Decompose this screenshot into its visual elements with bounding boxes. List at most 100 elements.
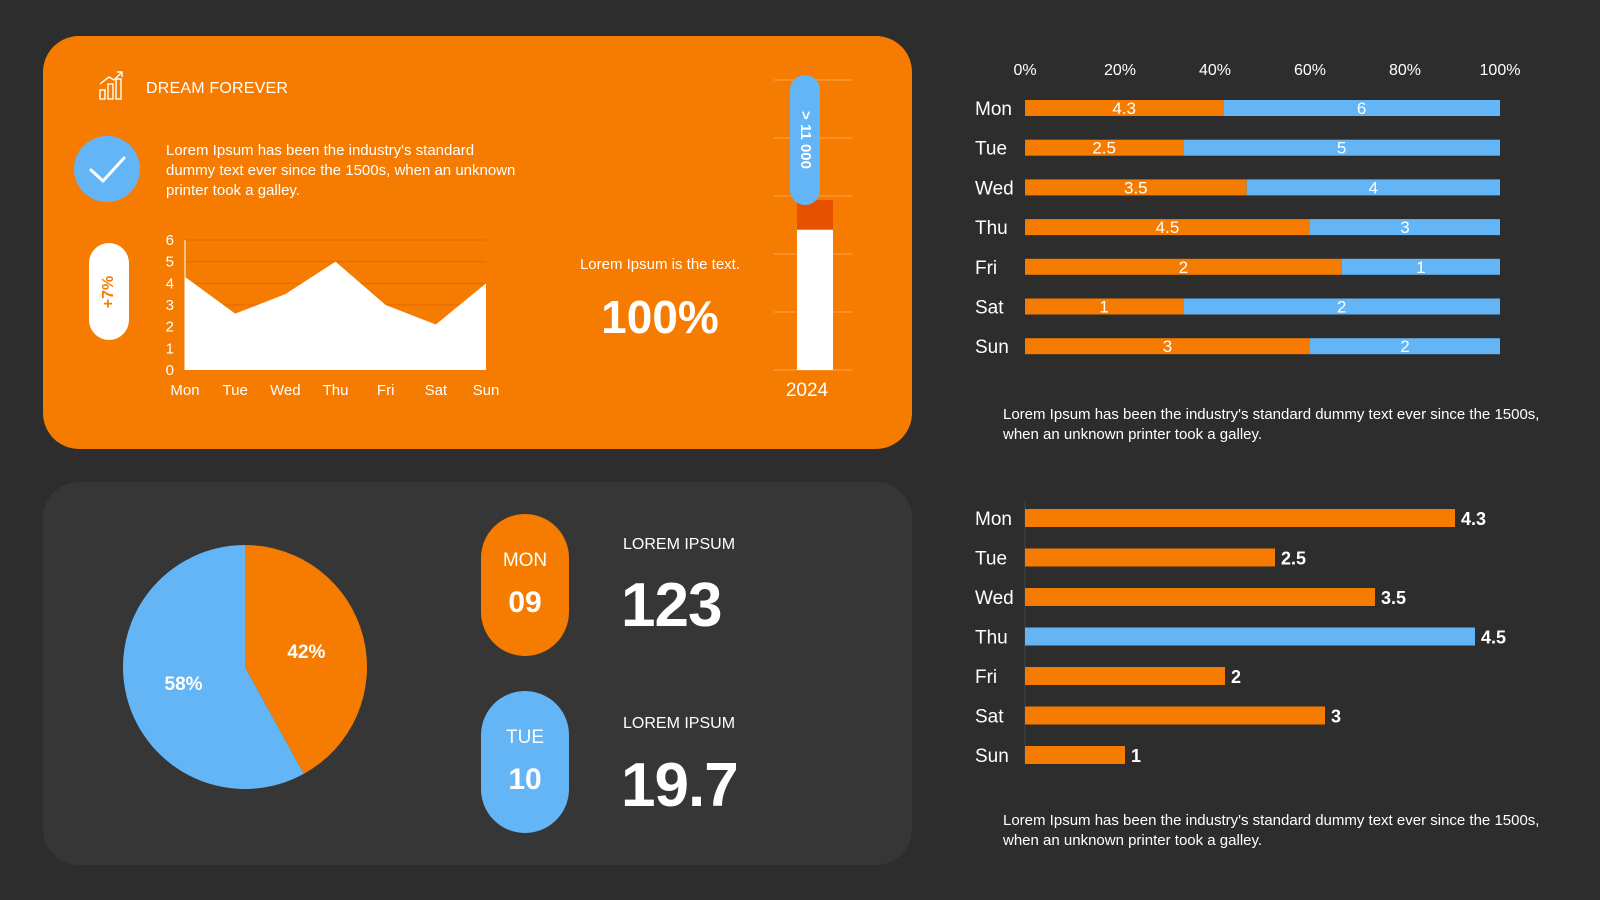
bar-chart-growth-icon <box>99 71 123 100</box>
pie-slice-label: 42% <box>287 642 325 663</box>
growth-badge-value: +7% <box>100 275 117 308</box>
pie-slice <box>245 545 367 774</box>
simple-bar <box>1025 588 1375 606</box>
stacked-bar-orange <box>1025 298 1184 315</box>
day-pill-tue: TUE 10 <box>481 691 569 833</box>
stacked-xtick-label: 100% <box>1480 62 1521 79</box>
paragraph-bottom: Lorem Ipsum has been the industry's stan… <box>1003 812 1540 849</box>
stacked-bar-blue <box>1223 100 1500 116</box>
area-xtick-label: Fri <box>377 382 395 399</box>
area-xtick-label: Mon <box>170 382 199 399</box>
growth-badge: +7% <box>89 243 129 340</box>
simple-bar-value: 4.3 <box>1461 509 1486 529</box>
stacked-bar-value: 2.5 <box>1092 139 1116 158</box>
stat-value: 19.7 <box>621 751 739 820</box>
stacked-bar-blue <box>1183 298 1500 315</box>
stacked-bar-value: 4.3 <box>1112 99 1136 118</box>
simple-bar-value: 2.5 <box>1281 549 1306 569</box>
stacked-xtick-label: 80% <box>1389 62 1421 79</box>
stacked-bar-blue <box>1341 258 1500 275</box>
pie-chart: 42% 58% <box>122 545 367 789</box>
stacked-bar-blue <box>1310 219 1500 236</box>
stacked-xtick-label: 40% <box>1199 62 1231 79</box>
simple-bar-value: 3 <box>1331 707 1341 727</box>
stacked-bar-orange <box>1025 258 1342 275</box>
stacked-bar-value: 2 <box>1400 337 1409 356</box>
horizontal-bar-chart: Mon 4.3 Tue 2.5 Wed 3.5 Thu 4.5 Fri 2 Sat 3 Sun 1 <box>975 500 1506 767</box>
orange-summary-panel <box>43 36 912 449</box>
stacked-bar-orange <box>1025 139 1184 156</box>
area-xtick-label: Sun <box>473 382 500 399</box>
simple-category-label: Mon <box>975 509 1012 530</box>
stacked-bar-blue <box>1183 139 1500 156</box>
stacked-bar-orange <box>1025 338 1310 355</box>
area-xtick-label: Tue <box>223 382 248 399</box>
stacked-xtick-label: 60% <box>1294 62 1326 79</box>
area-chart: 0 1 2 3 4 5 6 Mon Tue Wed Thu Fri Sat Sun <box>166 232 500 399</box>
area-xtick-label: Sat <box>425 382 448 399</box>
stacked-bar-orange <box>1025 219 1310 236</box>
brand-label: DREAM FOREVER <box>146 80 289 97</box>
day-name: MON <box>502 550 548 571</box>
simple-bar <box>1025 706 1325 725</box>
area-series <box>185 261 486 370</box>
stacked-category-label: Fri <box>975 258 997 279</box>
simple-category-label: Tue <box>975 549 1007 570</box>
simple-category-label: Fri <box>975 667 997 688</box>
stacked-category-label: Sat <box>975 298 1004 319</box>
simple-bar <box>1025 667 1225 685</box>
stacked-bar-blue <box>1246 179 1500 196</box>
stacked-category-label: Mon <box>975 99 1012 120</box>
stacked-category-label: Tue <box>975 139 1007 160</box>
stacked-bar-orange <box>1025 100 1224 116</box>
stacked-category-label: Sun <box>975 337 1009 358</box>
simple-category-label: Thu <box>975 628 1008 649</box>
stacked-bar-value: 2 <box>1179 258 1188 277</box>
simple-bar <box>1025 746 1125 764</box>
stat-value: 123 <box>621 571 722 640</box>
stacked-bar-value: 3.5 <box>1124 178 1148 197</box>
day-pill-mon: MON 09 <box>481 514 569 656</box>
gauge-fill <box>797 229 833 370</box>
area-ytick-label: 1 <box>166 340 174 357</box>
paragraph-top: Lorem Ipsum has been the industry's stan… <box>1003 406 1540 443</box>
area-xtick-label: Thu <box>323 382 349 399</box>
pie-slice-label: 58% <box>165 674 203 695</box>
year-gauge: > 11 000 2024 <box>774 75 852 401</box>
simple-bar-value: 2 <box>1231 667 1241 687</box>
area-ytick-label: 0 <box>166 362 174 379</box>
area-ytick-label: 6 <box>166 232 174 249</box>
area-ytick-label: 3 <box>166 297 174 314</box>
simple-bar-value: 4.5 <box>1481 628 1506 648</box>
highlight-caption: Lorem Ipsum is the text. <box>579 256 741 273</box>
stacked-category-label: Wed <box>975 178 1014 199</box>
checkmark-icon <box>74 136 140 202</box>
area-ytick-label: 2 <box>166 319 174 336</box>
stacked-bar-value: 2 <box>1337 298 1346 317</box>
gauge-label: > 11 000 <box>797 111 814 169</box>
simple-bar-value: 3.5 <box>1381 588 1406 608</box>
stacked-bar-value: 3 <box>1400 218 1409 237</box>
stacked-bar-value: 3 <box>1163 337 1172 356</box>
simple-bar <box>1025 548 1275 567</box>
stat-label: LOREM IPSUM <box>623 715 736 732</box>
simple-category-label: Sun <box>975 746 1009 767</box>
stacked-percent-bar-chart: 0% 20% 40% 60% 80% 100% Mon 4.3 6 Tue 2.5 5 Wed 3.5 4 T… <box>975 62 1521 358</box>
stacked-bar-value: 1 <box>1099 298 1108 317</box>
area-xtick-label: Wed <box>270 382 301 399</box>
highlight-value: 100% <box>601 291 719 343</box>
pie-slice <box>122 545 304 789</box>
stacked-xtick-label: 0% <box>1013 62 1036 79</box>
area-ytick-label: 4 <box>166 275 174 292</box>
stacked-bar-value: 5 <box>1337 139 1346 158</box>
stacked-bar-value: 1 <box>1416 258 1425 277</box>
stacked-category-label: Thu <box>975 218 1008 239</box>
stat-label: LOREM IPSUM <box>623 536 736 553</box>
gauge-year: 2024 <box>786 380 829 401</box>
simple-bar-value: 1 <box>1131 746 1141 766</box>
stacked-bar-orange <box>1025 179 1247 196</box>
day-date: 10 <box>508 763 542 796</box>
day-date: 09 <box>508 586 542 619</box>
stacked-bar-value: 4 <box>1369 178 1378 197</box>
stacked-bar-value: 4.5 <box>1156 218 1180 237</box>
